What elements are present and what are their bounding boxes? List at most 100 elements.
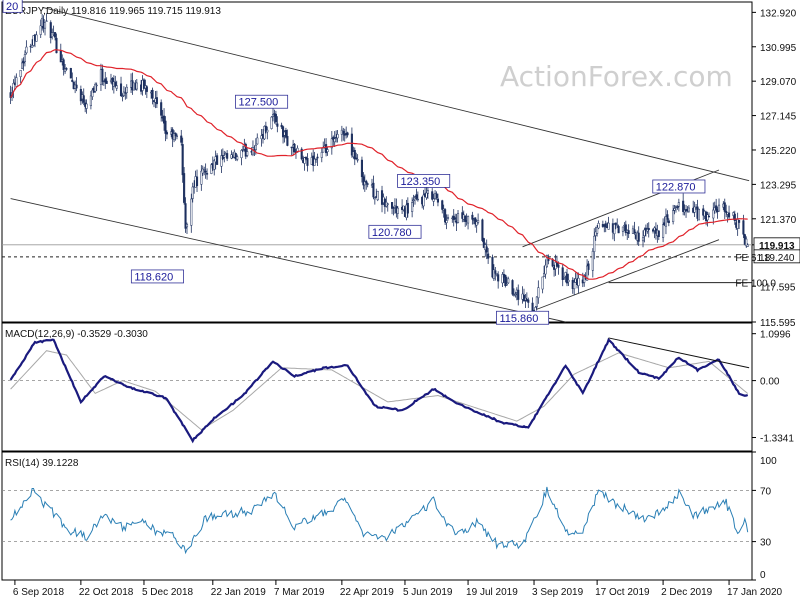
candle-body — [31, 44, 34, 48]
candle-body — [45, 20, 48, 22]
candle-body — [325, 144, 328, 154]
candle-body — [165, 132, 168, 135]
candle-body — [55, 37, 58, 54]
candle-body — [586, 265, 589, 281]
candle-body — [320, 152, 323, 158]
candle-body — [557, 264, 560, 268]
macd-header: MACD(12,26,9) -0.3529 -0.3030 — [5, 329, 148, 340]
price-ytick-label-9: 117.595 — [760, 282, 796, 293]
candle-body — [441, 200, 444, 210]
candle-body — [591, 250, 594, 271]
candle-body — [416, 198, 419, 201]
candle-body — [435, 193, 438, 198]
candle-body — [145, 86, 148, 92]
candle-body — [587, 263, 590, 270]
candle-body — [240, 150, 243, 159]
price-panel-frame — [1, 1, 753, 323]
candle-body — [75, 84, 78, 89]
candle-body — [627, 230, 630, 234]
candle-body — [181, 144, 184, 176]
price-annotation-box-4 — [368, 224, 422, 239]
candle-body — [507, 278, 510, 284]
candle-body — [647, 227, 650, 231]
candle-body — [65, 68, 68, 70]
candle-body — [621, 226, 624, 232]
candle-body — [501, 274, 504, 284]
macd-ytick-label-0: 1.0996 — [760, 330, 791, 341]
macd-ytick-label-1: 0.00 — [760, 377, 780, 388]
candle-body — [365, 180, 368, 184]
candle-body — [497, 274, 500, 282]
candle-body — [624, 224, 627, 234]
candle-body — [474, 217, 477, 225]
candle-body — [306, 158, 309, 166]
fe-level-box — [753, 249, 800, 264]
price-ytick-label-4: 125.220 — [760, 146, 797, 157]
candle-body — [173, 133, 176, 141]
candle-body — [541, 276, 544, 290]
xtick-label-7: 19 Jul 2019 — [466, 587, 518, 598]
candle-body — [155, 97, 158, 105]
candle-body — [23, 54, 26, 62]
candle-body — [43, 22, 47, 29]
candle-body — [195, 176, 199, 187]
candle-body — [174, 132, 177, 137]
rsi-panel-frame — [1, 451, 753, 581]
candle-body — [597, 223, 600, 229]
candle-body — [373, 197, 376, 200]
candle-body — [481, 219, 484, 241]
candle-body — [200, 170, 203, 185]
price-trendline-1 — [10, 198, 566, 323]
price-ytick-label-2: 129.070 — [760, 77, 797, 88]
rsi-ytick-label-2: 30 — [760, 538, 772, 549]
candle-body — [280, 124, 283, 128]
candle-body — [353, 149, 356, 160]
candle-body — [142, 79, 146, 89]
panel-frames — [1, 1, 753, 581]
candle-body — [712, 209, 715, 219]
candle-body — [512, 294, 516, 296]
candle-body — [356, 159, 359, 161]
candle-body — [633, 229, 636, 234]
candle-body — [25, 46, 28, 54]
candle-body — [326, 149, 329, 152]
candle-body — [122, 91, 125, 96]
candle-body — [672, 210, 675, 222]
candle-body — [223, 155, 226, 158]
candle-body — [746, 244, 749, 247]
candle-body — [180, 135, 183, 143]
candle-body — [426, 190, 429, 194]
candle-body — [286, 135, 289, 146]
candle-body — [454, 217, 457, 220]
candle-body — [467, 216, 470, 224]
xtick-label-1: 22 Oct 2018 — [79, 587, 134, 598]
candle-body — [342, 130, 345, 134]
candle-body — [477, 220, 480, 223]
xtick-label-5: 22 Apr 2019 — [340, 587, 394, 598]
candle-body — [330, 138, 333, 149]
candle-body — [667, 220, 670, 223]
candle-body — [162, 115, 166, 124]
candle-body — [436, 198, 439, 203]
candle-body — [304, 156, 308, 159]
candle-body — [270, 116, 273, 129]
candle-body — [745, 238, 748, 247]
candle-body — [372, 182, 375, 198]
candle-body — [577, 277, 580, 286]
candle-body — [471, 214, 474, 220]
candle-body — [664, 216, 668, 227]
price-ytick-label-10: 115.595 — [760, 318, 796, 329]
candle-body — [49, 22, 52, 38]
candle-body — [742, 220, 745, 235]
candle-body — [406, 202, 409, 214]
candle-body — [535, 296, 538, 307]
candle-body — [485, 246, 488, 253]
candle-body — [22, 60, 25, 64]
candle-body — [316, 156, 319, 159]
candle-body — [733, 213, 736, 221]
candle-body — [19, 69, 22, 78]
candle-body — [551, 259, 554, 267]
price-ytick-label-7: 119.913 — [759, 241, 795, 252]
candle-body — [717, 204, 721, 212]
